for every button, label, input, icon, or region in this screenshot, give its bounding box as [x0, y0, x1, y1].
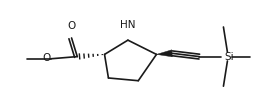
- Text: O: O: [67, 21, 76, 31]
- Polygon shape: [156, 50, 172, 57]
- Text: HN: HN: [120, 20, 136, 30]
- Text: O: O: [43, 53, 51, 63]
- Text: Si: Si: [224, 52, 234, 62]
